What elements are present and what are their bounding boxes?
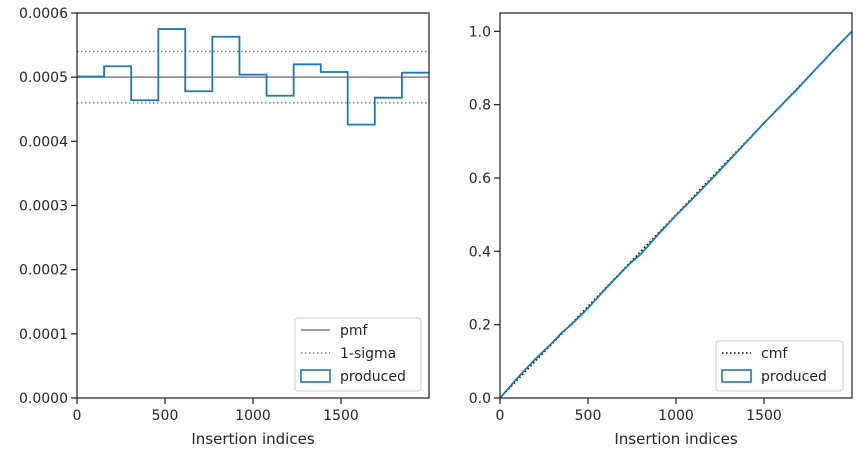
legend-label: produced xyxy=(340,369,406,385)
y-tick-label: 0.8 xyxy=(469,98,491,114)
legend-swatch-produced xyxy=(300,369,331,383)
legend-label: produced xyxy=(761,369,827,385)
y-tick-label: 0.0002 xyxy=(19,263,68,279)
x-tick-label: 0 xyxy=(73,408,82,424)
y-tick-label: 0.0001 xyxy=(19,327,68,343)
series-produced-line xyxy=(500,30,852,398)
y-tick-label: 0.0004 xyxy=(19,134,68,150)
legend-label: pmf xyxy=(340,323,369,339)
legend: pmf 1-sigma produced xyxy=(294,317,422,392)
y-tick-label: 1.0 xyxy=(469,24,491,40)
legend-label: 1-sigma xyxy=(340,346,396,362)
x-tick-label: 1500 xyxy=(746,408,782,424)
x-axis-label: Insertion indices xyxy=(614,430,737,448)
x-tick-label: 1000 xyxy=(235,408,271,424)
legend-swatch-produced xyxy=(721,369,752,383)
x-axis-label: Insertion indices xyxy=(191,430,314,448)
plot-series xyxy=(77,28,429,126)
x-tick-label: 1000 xyxy=(658,408,694,424)
x-tick-label: 500 xyxy=(575,408,602,424)
plot-area xyxy=(500,13,852,398)
x-tick-label: 0 xyxy=(496,408,505,424)
pmf-panel: 0 500 1000 1500 0.0000 0.0001 0.0002 0.0003 0.00… xyxy=(19,6,430,448)
y-tick-label: 0.0006 xyxy=(19,6,68,22)
y-tick-label: 0.4 xyxy=(469,244,491,260)
cmf-panel: 0 500 1000 1500 0.0 0.2 0.4 0.6 0.8 1.0 Insertion … xyxy=(469,12,853,448)
y-tick-label: 0.0000 xyxy=(19,391,68,407)
y-tick-label: 0.0005 xyxy=(19,70,68,86)
plot-series xyxy=(500,30,852,398)
y-tick-label: 0.2 xyxy=(469,318,491,334)
x-tick-label: 500 xyxy=(152,408,179,424)
x-tick-label: 1500 xyxy=(323,408,359,424)
y-tick-label: 0.0 xyxy=(469,391,491,407)
legend-frame xyxy=(294,317,422,392)
y-tick-label: 0.6 xyxy=(469,171,491,187)
legend-frame xyxy=(715,340,844,392)
y-tick-label: 0.0003 xyxy=(19,199,68,215)
series-produced-line xyxy=(77,28,429,126)
legend: cmf produced xyxy=(715,340,844,392)
legend-label: cmf xyxy=(761,346,788,362)
